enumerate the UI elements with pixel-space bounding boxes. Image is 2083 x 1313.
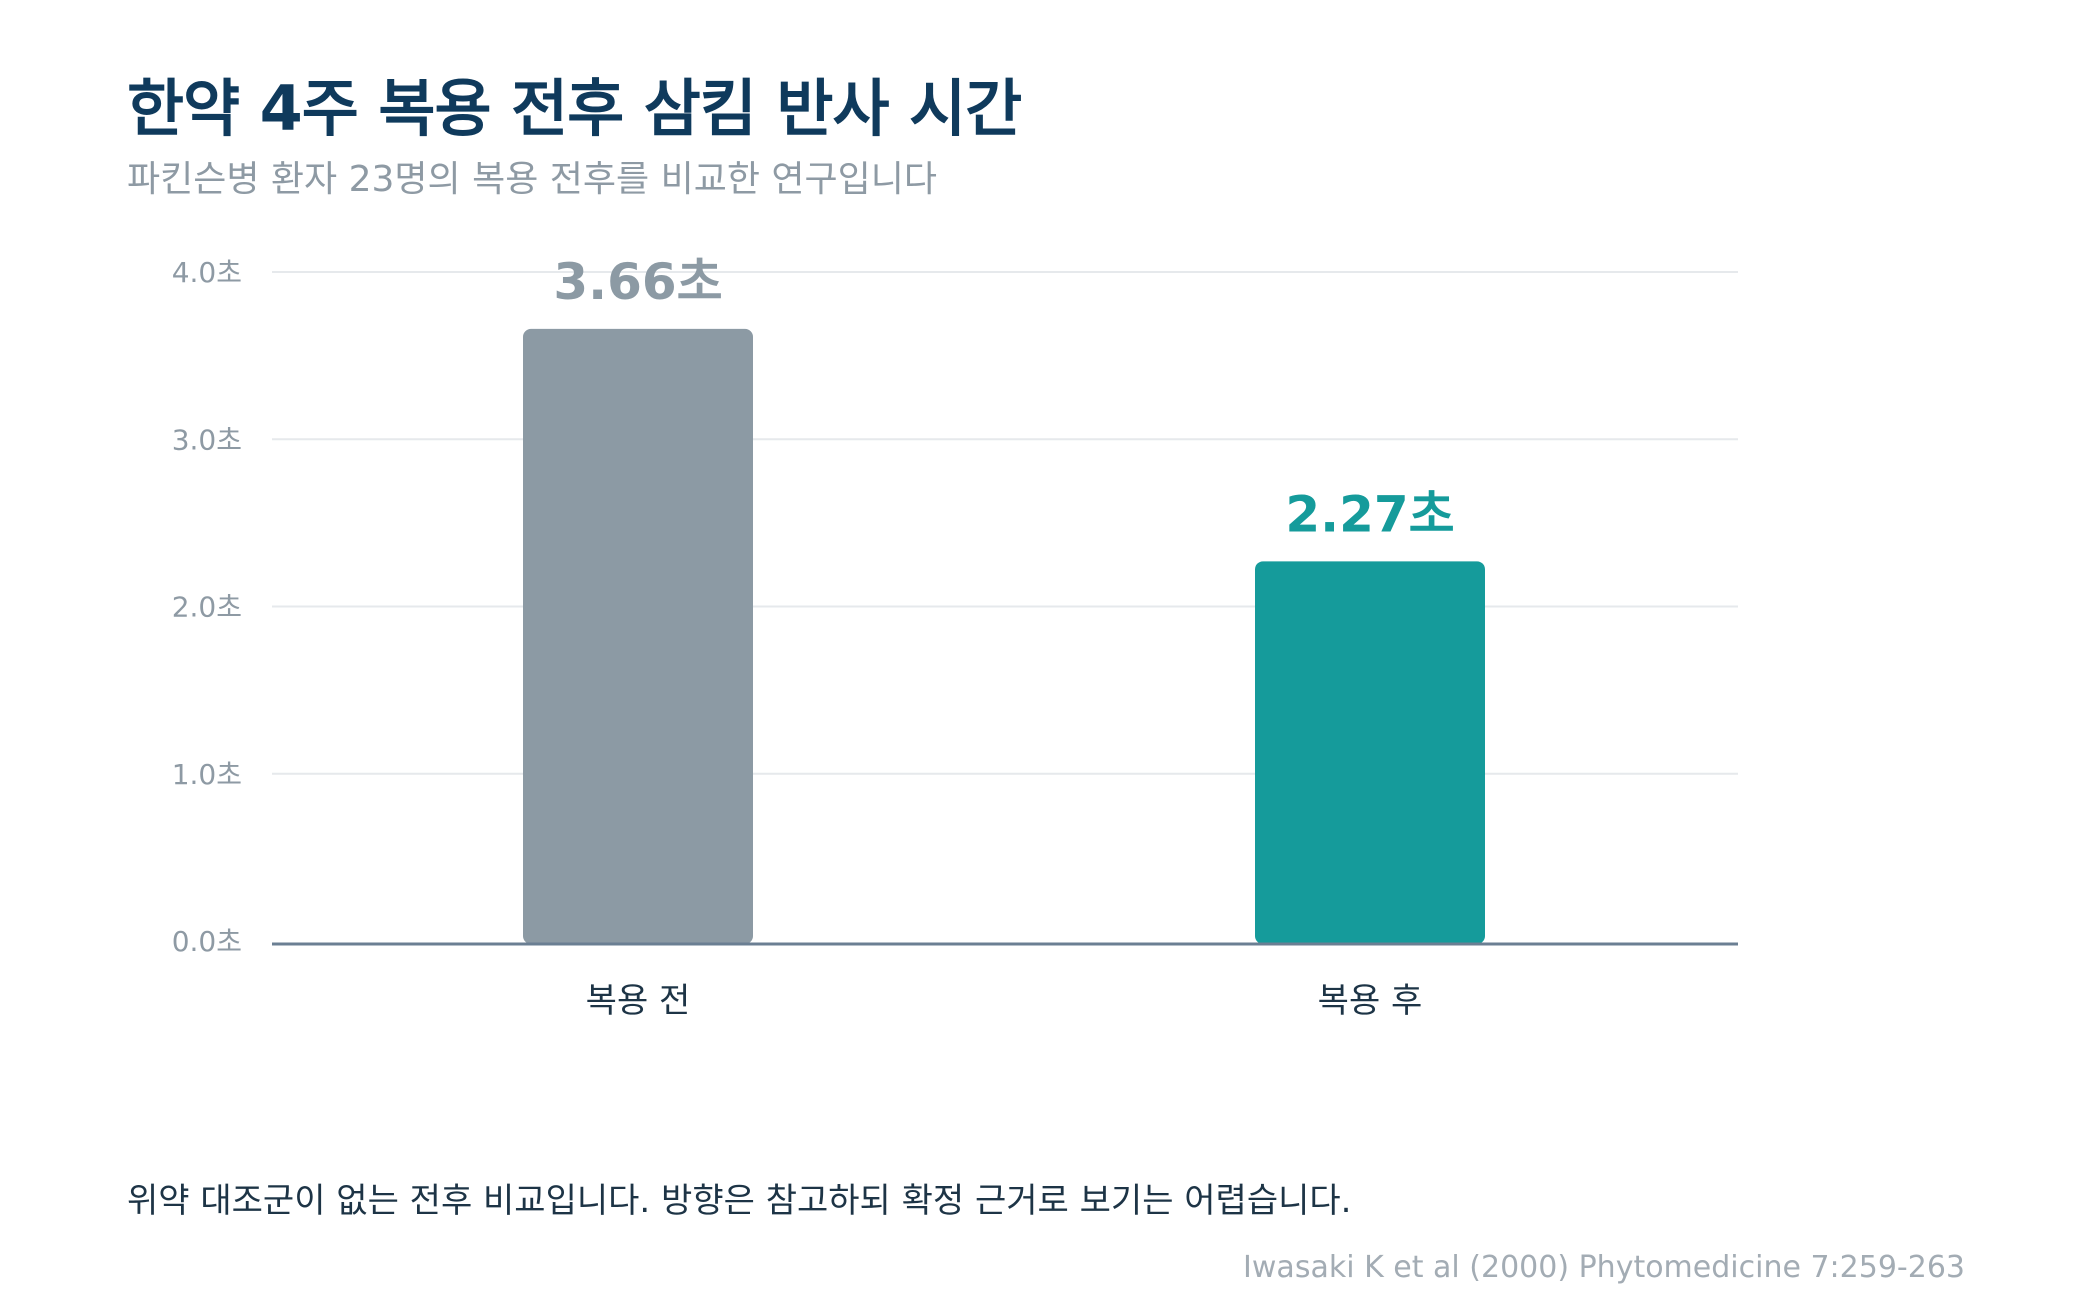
- chart-subtitle: 파킨슨병 환자 23명의 복용 전후를 비교한 연구입니다: [127, 159, 937, 200]
- gridlines: [272, 271, 1738, 775]
- source-citation: Iwasaki K et al (2000) Phytomedicine 7:2…: [1243, 1250, 1965, 1285]
- value-labels: 3.66초 2.27초: [553, 253, 1454, 543]
- x-tick-label: 복용 후: [1318, 981, 1423, 1021]
- y-tick-label: 1.0초: [172, 758, 242, 791]
- bars: [523, 328, 1485, 944]
- chart-title: 한약 4주 복용 전후 삼킴 반사 시간: [127, 72, 1022, 145]
- x-axis-ticks: 복용 전 복용 후: [586, 981, 1423, 1021]
- bar-after: [1255, 561, 1485, 944]
- y-tick-label: 2.0초: [172, 591, 242, 624]
- x-tick-label: 복용 전: [586, 981, 691, 1021]
- y-axis-ticks: 0.0초 1.0초 2.0초 3.0초 4.0초: [172, 256, 242, 958]
- footnote: 위약 대조군이 없는 전후 비교입니다. 방향은 참고하되 확정 근거로 보기는…: [127, 1181, 1352, 1221]
- y-tick-label: 3.0초: [172, 423, 242, 456]
- y-tick-label: 0.0초: [172, 925, 242, 958]
- data-label: 3.66초: [553, 253, 722, 311]
- bar-before: [523, 328, 753, 944]
- data-label: 2.27초: [1285, 485, 1454, 543]
- y-tick-label: 4.0초: [172, 256, 242, 289]
